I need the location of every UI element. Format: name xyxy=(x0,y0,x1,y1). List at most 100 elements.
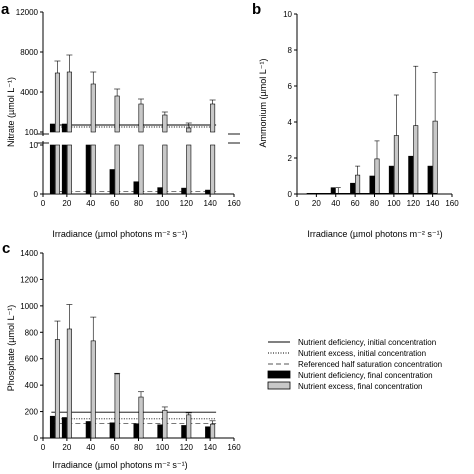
bar-excess xyxy=(66,71,72,133)
bar-excess xyxy=(186,414,192,439)
legend-swatch-grey-bar xyxy=(267,381,291,390)
y-tick-label: 600 xyxy=(25,355,39,364)
panel-b-ylabel: Ammonium (µmol L⁻¹) xyxy=(258,59,268,148)
x-tick-label: 20 xyxy=(62,199,71,208)
y-tick-label: 1000 xyxy=(20,302,38,311)
y-tick-label: 4 xyxy=(288,118,293,127)
x-tick-label: 80 xyxy=(134,443,143,452)
bar-deficiency xyxy=(157,424,163,439)
legend-label: Referenced half saturation concentration xyxy=(298,360,442,369)
bar-excess xyxy=(54,72,60,133)
bar-excess xyxy=(138,103,144,133)
bar-deficiency xyxy=(157,187,163,195)
bar-excess xyxy=(210,423,216,439)
bar-deficiency xyxy=(205,426,211,439)
bar-excess xyxy=(432,120,438,195)
bar-deficiency xyxy=(181,425,187,439)
bar-excess xyxy=(186,127,192,133)
legend-swatch-black-bar xyxy=(267,370,291,379)
bar-deficiency xyxy=(109,422,115,439)
bar-excess xyxy=(393,135,399,195)
legend-label: Nutrient deficiency, final concentration xyxy=(298,371,433,380)
y-tick-label: 0 xyxy=(34,434,39,443)
y-tick-label: 0 xyxy=(288,190,293,199)
bar-excess xyxy=(54,144,60,195)
y-tick-label: 400 xyxy=(25,381,39,390)
x-tick-label: 80 xyxy=(134,199,143,208)
x-tick-label: 20 xyxy=(312,199,321,208)
y-tick-label: 12000 xyxy=(16,8,39,17)
panel-a-ylabel: Nitrate (µmol L⁻¹) xyxy=(6,77,16,147)
bar-excess xyxy=(138,396,144,439)
bar-excess xyxy=(210,103,216,133)
panel-letter-c: c xyxy=(2,240,10,257)
bar-deficiency xyxy=(408,155,414,195)
bar-deficiency xyxy=(49,123,55,133)
x-tick-label: 60 xyxy=(351,199,360,208)
bar-deficiency xyxy=(369,175,375,195)
legend: Nutrient deficiency, initial concentrati… xyxy=(267,338,442,391)
y-tick-label: 2 xyxy=(288,154,293,163)
x-tick-label: 60 xyxy=(110,199,119,208)
bar-excess xyxy=(90,83,96,133)
bar-deficiency xyxy=(85,144,91,195)
x-tick-label: 160 xyxy=(445,199,459,208)
x-tick-label: 40 xyxy=(331,199,340,208)
bar-deficiency xyxy=(61,417,67,439)
bar-excess xyxy=(114,373,120,439)
y-tick-label: 1200 xyxy=(20,275,38,284)
bar-excess xyxy=(90,144,96,195)
x-tick-label: 0 xyxy=(41,199,46,208)
x-tick-label: 0 xyxy=(295,199,300,208)
bar-excess xyxy=(162,144,168,195)
x-tick-label: 20 xyxy=(62,443,71,452)
y-tick-label: 1400 xyxy=(20,249,38,258)
bar-deficiency xyxy=(85,421,91,439)
panel-a-plot: 0 20 40 60 80 100 120 140 160 100 4000 8000 12000 0 10 xyxy=(16,8,241,208)
bar-excess xyxy=(374,158,380,195)
legend-label: Nutrient excess, initial concentration xyxy=(298,349,426,358)
panel-a-xlabel: Irradiance (µmol photons m⁻² s⁻¹) xyxy=(52,229,187,239)
bar-excess xyxy=(355,174,361,195)
bar-excess xyxy=(54,339,60,439)
y-tick-label: 8 xyxy=(288,46,293,55)
bar-deficiency xyxy=(49,415,55,439)
x-tick-label: 40 xyxy=(86,443,95,452)
x-tick-label: 60 xyxy=(110,443,119,452)
bar-excess xyxy=(66,144,72,195)
bar-excess xyxy=(138,144,144,195)
bar-deficiency xyxy=(49,144,55,195)
bar-excess xyxy=(66,328,72,439)
bar-excess xyxy=(114,144,120,195)
panel-c-ylabel: Phosphate (µmol L⁻¹) xyxy=(6,305,16,391)
bar-excess xyxy=(186,144,192,195)
bar-excess xyxy=(90,340,96,439)
x-tick-label: 100 xyxy=(387,199,401,208)
bar-deficiency xyxy=(61,144,67,195)
bar-deficiency xyxy=(61,123,67,133)
y-tick-label: 0 xyxy=(34,190,39,199)
x-tick-label: 120 xyxy=(407,199,421,208)
x-tick-label: 120 xyxy=(180,443,194,452)
x-tick-label: 100 xyxy=(156,443,170,452)
x-tick-label: 140 xyxy=(426,199,440,208)
y-tick-label: 6 xyxy=(288,82,293,91)
bar-excess xyxy=(413,125,419,195)
x-tick-label: 40 xyxy=(86,199,95,208)
bar-deficiency xyxy=(181,187,187,195)
x-tick-label: 120 xyxy=(180,199,194,208)
y-tick-label: 10 xyxy=(283,10,292,19)
legend-label: Nutrient deficiency, initial concentrati… xyxy=(298,338,436,347)
x-tick-label: 160 xyxy=(227,199,241,208)
bar-deficiency xyxy=(133,423,139,439)
x-tick-label: 100 xyxy=(156,199,170,208)
panel-letter-a: a xyxy=(1,1,10,18)
bar-deficiency xyxy=(388,165,394,195)
bar-excess xyxy=(162,409,168,439)
bar-deficiency xyxy=(133,181,139,195)
bar-deficiency xyxy=(205,189,211,195)
panel-letter-b: b xyxy=(252,1,261,18)
legend-label: Nutrient excess, final concentration xyxy=(298,382,423,391)
